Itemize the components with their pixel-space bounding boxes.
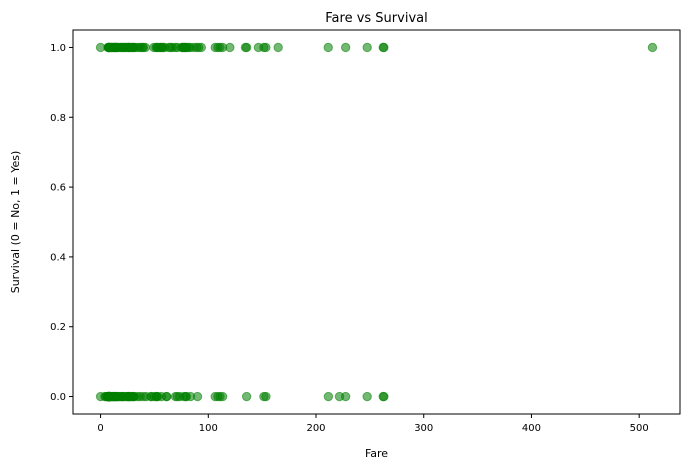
x-axis-label: Fare [365,447,388,460]
scatter-point [140,42,151,53]
scatter-point [323,42,333,53]
x-tick-label: 400 [522,423,541,434]
scatter-point [362,42,372,53]
x-tick-label: 100 [199,423,218,434]
scatter-point [241,42,252,53]
scatter-point [362,391,372,402]
scatter-point [647,42,658,53]
y-tick-label: 0.2 [50,322,66,333]
scatter-point [379,42,389,53]
scatter-point [379,391,389,402]
scatter-point [162,391,172,402]
scatter-point [217,391,228,402]
y-axis-label: Survival (0 = No, 1 = Yes) [9,151,22,294]
y-tick-label: 0.4 [50,252,66,263]
chart-title: Fare vs Survival [325,11,427,26]
scatter-point [340,42,351,53]
y-tick-label: 0.6 [50,183,66,194]
scatter-point [241,391,252,402]
scatter-point [261,42,271,53]
scatter-point [225,42,235,53]
y-tick-label: 0.0 [50,392,66,403]
x-tick-label: 300 [414,423,433,434]
scatter-point [273,42,283,53]
y-tick-label: 1.0 [50,43,66,54]
scatter-point [340,391,351,402]
scatter-point [196,42,206,53]
x-tick-label: 0 [97,423,103,434]
ticks-layer: 0 100 200 300 400 500 0.0 0.2 0.4 0.6 0.8 1.0 [50,43,649,434]
x-tick-label: 200 [306,423,325,434]
scatter-point [323,391,334,402]
scatter-point [261,391,271,402]
scatter-point [192,391,203,402]
x-tick-label: 500 [630,423,649,434]
points-layer [95,42,658,402]
y-tick-label: 0.8 [50,113,66,124]
plot-frame [72,29,681,415]
